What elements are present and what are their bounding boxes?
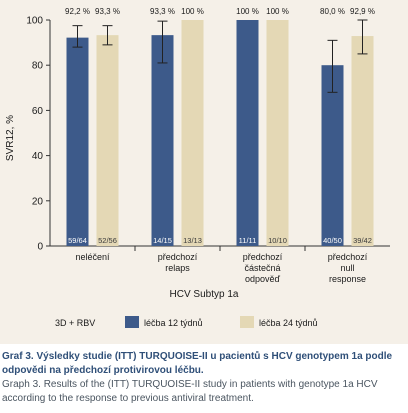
category-label: neléčení (75, 252, 110, 262)
n-label: 40/50 (323, 236, 342, 245)
bar (66, 37, 89, 247)
y-tick-label: 100 (26, 16, 43, 27)
y-axis-title: SVR12, % (5, 115, 16, 161)
n-label: 11/11 (239, 236, 257, 245)
n-label: 52/56 (98, 236, 117, 245)
value-label: 100 % (236, 7, 259, 16)
bar (266, 20, 289, 246)
chart-legend: 3D + RBV léčba 12 týdnů léčba 24 týdnů (55, 316, 318, 328)
n-label: 39/42 (353, 236, 372, 245)
n-label: 10/10 (268, 236, 287, 245)
category-label: response (329, 274, 366, 284)
n-label: 59/64 (68, 236, 87, 245)
category-label: relaps (165, 263, 190, 273)
y-tick-label: 0 (37, 242, 43, 253)
category-label: předchozí (328, 252, 368, 262)
bar (236, 20, 259, 246)
value-label: 92,9 % (350, 7, 375, 16)
bar (96, 35, 119, 246)
bar (181, 20, 204, 246)
bar (151, 35, 174, 246)
category-label: odpověď (245, 274, 281, 284)
n-label: 14/15 (153, 236, 172, 245)
caption-czech: Graf 3. Výsledky studie (ITT) TURQUOISE-… (2, 351, 393, 376)
y-tick-label: 60 (32, 106, 44, 117)
value-label: 80,0 % (320, 7, 345, 16)
value-label: 100 % (266, 7, 289, 16)
chart-labels: 92,2 % 59/64 93,3 % 52/56 neléčení 93,3 % 14/1… (65, 7, 375, 284)
n-label: 13/13 (183, 236, 202, 245)
legend-label: léčba 12 týdnů (144, 318, 203, 328)
value-label: 93,3 % (150, 7, 175, 16)
category-label: null (340, 263, 354, 273)
figure-caption: Graf 3. Výsledky studie (ITT) TURQUOISE-… (2, 350, 406, 406)
legend-swatch (240, 316, 254, 328)
category-label: předchozí (158, 252, 198, 262)
legend-label: léčba 24 týdnů (259, 318, 318, 328)
x-axis-title: HCV Subtyp 1a (170, 289, 239, 300)
legend-swatch (125, 316, 139, 328)
category-label: částečná (244, 263, 280, 273)
y-tick-label: 20 (32, 196, 44, 207)
bar (321, 65, 344, 246)
value-label: 100 % (181, 7, 204, 16)
chart-bars (66, 19, 374, 247)
bar-chart: 0 20 40 60 80 100 92,2 % 59/64 93,3 % 52/56 neléč… (5, 7, 390, 328)
category-label: předchozí (243, 252, 283, 262)
value-label: 92,2 % (65, 7, 90, 16)
value-label: 93,3 % (95, 7, 120, 16)
bar (351, 36, 374, 246)
caption-english: Graph 3. Results of the (ITT) TURQUOISE-… (2, 379, 378, 404)
legend-prefix: 3D + RBV (55, 318, 95, 328)
y-tick-label: 80 (32, 61, 44, 72)
y-tick-label: 40 (32, 151, 44, 162)
